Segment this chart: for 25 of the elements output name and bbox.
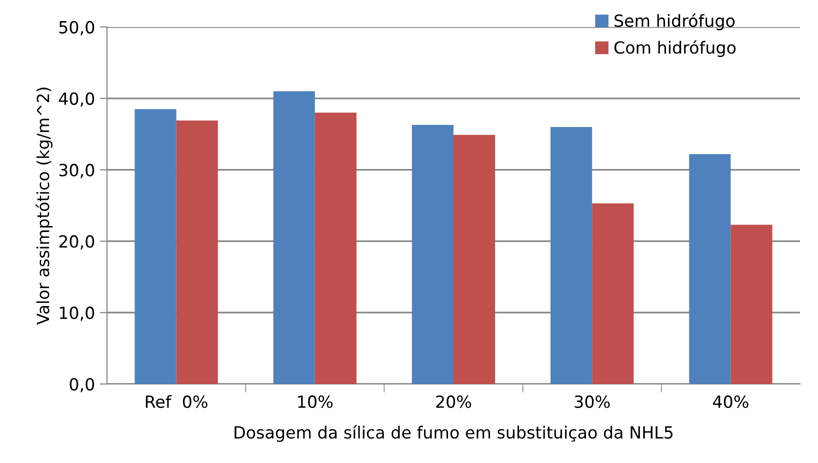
bar bbox=[134, 109, 176, 384]
x-tick-label: 20% bbox=[436, 395, 472, 408]
bar bbox=[689, 154, 731, 384]
x-tick-label: 30% bbox=[574, 395, 610, 408]
legend-label: Sem hidrófugo bbox=[614, 13, 735, 30]
x-tick-label: 10% bbox=[298, 395, 332, 408]
y-tick-label: 10,0 bbox=[60, 306, 94, 321]
y-tick-label: 50,0 bbox=[59, 20, 94, 36]
x-tick-label: Ref 0% bbox=[146, 395, 208, 408]
x-tick-label: 40% bbox=[712, 395, 748, 408]
y-tick-label: 30,0 bbox=[59, 164, 94, 178]
bar bbox=[314, 112, 356, 384]
bar bbox=[550, 126, 592, 384]
y-axis-title: Valor assimptótico (kg/m^2) bbox=[36, 88, 53, 325]
y-tick-label: 20,0 bbox=[59, 235, 94, 250]
y-tick-label: 0,0 bbox=[70, 378, 94, 392]
bar bbox=[412, 124, 454, 384]
bar bbox=[592, 203, 634, 384]
bar bbox=[176, 120, 218, 384]
bar bbox=[730, 224, 772, 384]
bar bbox=[454, 134, 496, 384]
legend-label: Com hidrófugo bbox=[614, 40, 736, 58]
y-tick-label: 40,0 bbox=[58, 92, 94, 107]
x-axis-title: Dosagem da sílica de fumo em substituiçao da NHL5 bbox=[234, 425, 673, 442]
bar bbox=[273, 91, 315, 384]
